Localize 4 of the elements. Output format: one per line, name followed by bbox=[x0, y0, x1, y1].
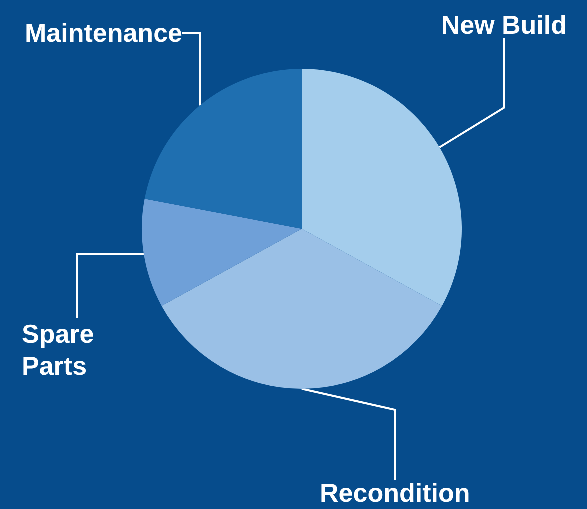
slice-label: New Build bbox=[441, 10, 567, 40]
slice-label: Maintenance bbox=[25, 18, 182, 48]
slice-label: Spare Parts bbox=[22, 319, 102, 381]
slice-label: Recondition bbox=[320, 478, 470, 508]
